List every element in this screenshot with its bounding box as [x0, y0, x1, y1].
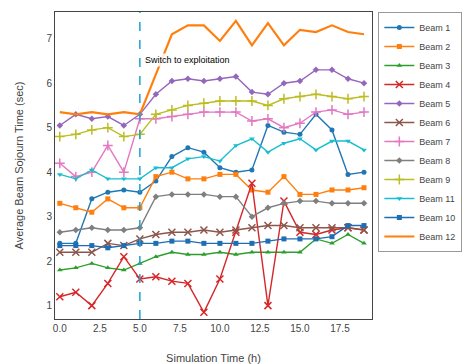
- svg-text:4: 4: [46, 167, 52, 178]
- svg-text:Beam 2: Beam 2: [419, 42, 450, 52]
- svg-text:3: 3: [46, 211, 52, 222]
- svg-text:2.5: 2.5: [93, 323, 107, 334]
- svg-text:2: 2: [46, 256, 52, 267]
- svg-text:Beam 6: Beam 6: [419, 118, 450, 128]
- svg-text:6: 6: [46, 78, 52, 89]
- svg-text:Beam 3: Beam 3: [419, 61, 450, 71]
- svg-text:Simulation Time (h): Simulation Time (h): [166, 352, 261, 364]
- svg-text:5: 5: [46, 122, 52, 133]
- svg-text:0.0: 0.0: [53, 323, 67, 334]
- svg-text:12.5: 12.5: [250, 323, 270, 334]
- svg-text:17.5: 17.5: [330, 323, 350, 334]
- svg-text:Beam 11: Beam 11: [419, 194, 454, 204]
- svg-text:1: 1: [46, 300, 52, 311]
- svg-text:Switch to exploitation: Switch to exploitation: [145, 55, 230, 65]
- svg-text:Beam 10: Beam 10: [419, 213, 455, 223]
- svg-text:7.5: 7.5: [173, 323, 187, 334]
- svg-text:5.0: 5.0: [133, 323, 147, 334]
- svg-text:Beam 7: Beam 7: [419, 137, 450, 147]
- svg-text:Beam 9: Beam 9: [419, 175, 450, 185]
- svg-text:Beam 12: Beam 12: [419, 232, 455, 242]
- svg-text:15.0: 15.0: [290, 323, 310, 334]
- svg-text:Beam 5: Beam 5: [419, 99, 450, 109]
- svg-text:7: 7: [46, 33, 52, 44]
- svg-text:Beam 8: Beam 8: [419, 156, 450, 166]
- svg-text:Beam 4: Beam 4: [419, 80, 450, 90]
- svg-text:10.0: 10.0: [210, 323, 230, 334]
- svg-text:Beam 1: Beam 1: [419, 23, 450, 33]
- svg-text:Average Beam Sojourn Time (sec: Average Beam Sojourn Time (sec): [13, 82, 25, 250]
